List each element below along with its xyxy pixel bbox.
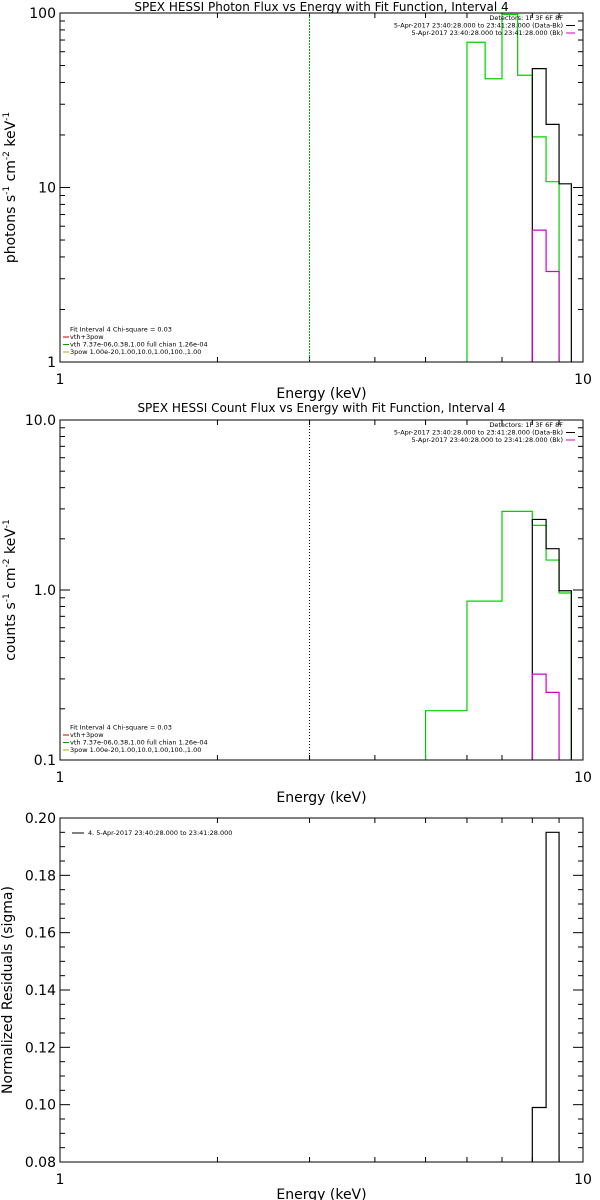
series-line-3: [531, 673, 560, 760]
y-tick-label: 10: [38, 181, 56, 197]
legend-entry: vth+3pow: [70, 731, 104, 739]
legend-entry: vth 7.37e-06,0.38,1.00 full chian 1.26e-…: [70, 739, 208, 747]
series-group: [531, 831, 560, 1162]
x-ticks: 1 10: [56, 818, 592, 1188]
y-tick-label: 100: [29, 6, 56, 22]
legend-entry: 3pow 1.00e-20,1.00,10.0,1.00,100.,1.00: [70, 746, 201, 754]
legend-entry: Fit Interval 4 Chi-square = 0.03: [70, 326, 172, 334]
legend-entry: 4. 5-Apr-2017 23:40:28.000 to 23:41:28.0…: [88, 829, 232, 837]
legend-top-right: Detectors: 1F 3F 6F 8F5-Apr-2017 23:40:2…: [394, 14, 575, 37]
x-tick-label: 1: [56, 372, 65, 388]
x-axis-label: Energy (keV): [276, 790, 366, 806]
legend-entry: 5-Apr-2017 23:40:28.000 to 23:41:28.000 …: [412, 436, 563, 444]
chart-panel-3: 1 10 0.08 0.10 0.12 0.14 0.16 0.18 0.20 Energy (k…: [0, 811, 592, 1200]
x-tick-label: 1: [56, 1172, 65, 1188]
x-tick-label: 10: [574, 372, 592, 388]
x-tick-label: 1: [56, 770, 65, 786]
series-line-3: [531, 229, 560, 362]
legend-entry: 5-Apr-2017 23:40:28.000 to 23:41:28.000 …: [412, 29, 563, 37]
series-line-2: [531, 518, 572, 760]
series-line-1: [466, 13, 560, 362]
legend-entry: 3pow 1.00e-20,1.00,10.0,1.00,100.,1.00: [70, 348, 201, 356]
y-axis-label: photons s-1 cm-2 keV-1: [2, 112, 19, 263]
series-group: [424, 510, 572, 760]
y-axis-label: Normalized Residuals (sigma): [0, 886, 16, 1094]
legend-entry: Fit Interval 4 Chi-square = 0.03: [70, 724, 172, 732]
y-tick-label: 10.0: [25, 413, 56, 429]
y-tick-label: 0.1: [34, 753, 56, 769]
chart-title: SPEX HESSI Photon Flux vs Energy with Fi…: [134, 0, 508, 14]
legend-entry: Detectors: 1F 3F 6F 8F: [489, 14, 563, 22]
y-tick-label: 1.0: [34, 583, 56, 599]
series-group: [466, 13, 572, 362]
y-ticks: 1 10 100: [29, 6, 583, 371]
x-tick-label: 10: [574, 1172, 592, 1188]
x-axis-label: Energy (keV): [276, 386, 366, 402]
legend-entry: 5-Apr-2017 23:40:28.000 to 23:41:28.000 …: [394, 429, 563, 437]
y-tick-label: 0.14: [25, 983, 56, 999]
y-tick-label: 0.12: [25, 1040, 56, 1056]
series-line-2: [531, 68, 572, 362]
legend-bottom-left: Fit Interval 4 Chi-square = 0.03vth+3pow…: [63, 326, 208, 356]
legend-bottom-left: Fit Interval 4 Chi-square = 0.03vth+3pow…: [63, 724, 208, 754]
legend-entry: Detectors: 1F 3F 6F 8F: [489, 421, 563, 429]
legend-entry: vth+3pow: [70, 333, 104, 341]
y-tick-label: 1: [47, 355, 56, 371]
y-tick-label: 0.18: [25, 868, 56, 884]
plot-frame: [59, 817, 584, 1163]
legend-entry: vth 7.37e-06,0.38,1.00 full chian 1.26e-…: [70, 341, 208, 349]
chart-panel-2: SPEX HESSI Count Flux vs Energy with Fit…: [2, 401, 592, 806]
y-tick-label: 0.10: [25, 1098, 56, 1114]
y-tick-label: 0.16: [25, 926, 56, 942]
plot-frame: [59, 12, 584, 363]
series-line-1: [531, 831, 560, 1162]
y-tick-label: 0.20: [25, 811, 56, 827]
y-ticks: 0.1 1.0 10.0: [25, 413, 583, 769]
y-tick-label: 0.08: [25, 1155, 56, 1171]
plot-frame: [59, 419, 584, 761]
x-axis-label: Energy (keV): [276, 1187, 366, 1200]
x-ticks: 1 10: [56, 420, 592, 786]
chart-panel-1: SPEX HESSI Photon Flux vs Energy with Fi…: [2, 0, 592, 402]
legend-top-left: 4. 5-Apr-2017 23:40:28.000 to 23:41:28.0…: [72, 829, 232, 837]
y-axis-label: counts s-1 cm-2 keV-1: [2, 519, 19, 661]
legend-top-right: Detectors: 1F 3F 6F 8F5-Apr-2017 23:40:2…: [394, 421, 575, 444]
x-tick-label: 10: [574, 770, 592, 786]
y-ticks: 0.08 0.10 0.12 0.14 0.16 0.18 0.20: [25, 811, 583, 1171]
legend-entry: 5-Apr-2017 23:40:28.000 to 23:41:28.000 …: [394, 22, 563, 30]
chart-title: SPEX HESSI Count Flux vs Energy with Fit…: [137, 401, 505, 415]
